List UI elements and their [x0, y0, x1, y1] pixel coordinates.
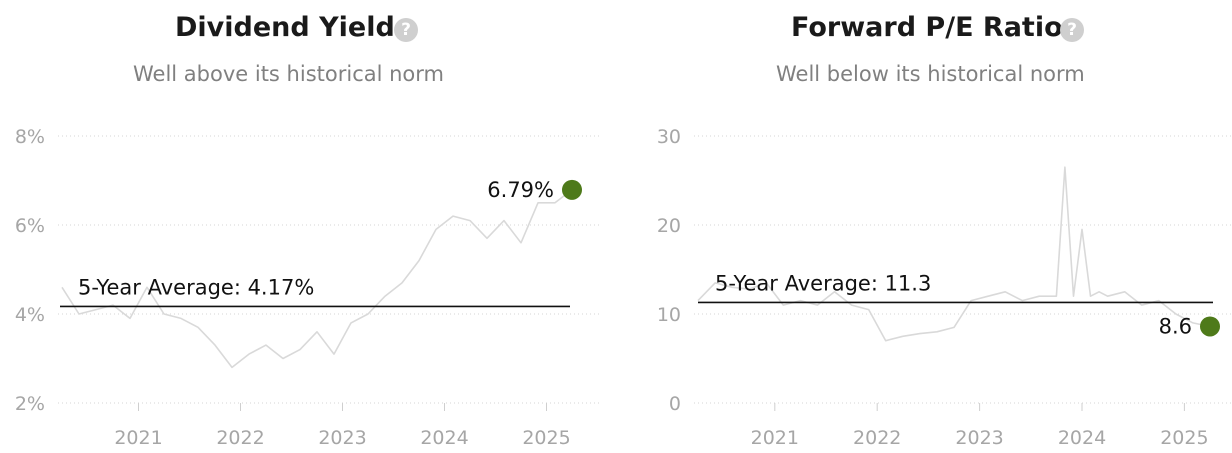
x-tick-label: 2024 — [420, 427, 468, 449]
y-tick-label: 10 — [657, 304, 681, 326]
dividend-yield-panel: Dividend Yield ? Well above its historic… — [15, 12, 602, 449]
dividend-yield-plot: 2% 4% 6% 8% 2021 2022 2023 2024 2025 5-Year Avera… — [15, 126, 602, 449]
current-value-marker — [1200, 316, 1220, 337]
x-tick-label: 2023 — [955, 427, 1003, 449]
x-tick-label: 2021 — [751, 427, 799, 449]
current-value-label: 6.79% — [487, 178, 554, 202]
y-tick-label: 30 — [657, 126, 681, 148]
x-tick-label: 2022 — [216, 427, 264, 449]
y-tick-label: 4% — [15, 304, 45, 326]
x-tick-label: 2025 — [1160, 427, 1208, 449]
x-tick-label: 2025 — [522, 427, 570, 449]
current-value-label: 8.6 — [1159, 314, 1192, 338]
chart-title: Dividend Yield — [175, 12, 395, 43]
forward-pe-panel: Forward P/E Ratio ? Well below its histo… — [616, 0, 1232, 453]
y-tick-label: 20 — [657, 215, 681, 237]
average-label: 5-Year Average: 11.3 — [715, 271, 931, 295]
forward-pe-plot: 0 10 20 30 2021 2022 2023 2024 2025 5-Year Averag… — [657, 126, 1232, 449]
x-tick-label: 2022 — [853, 427, 901, 449]
series-line — [697, 166, 1211, 342]
chart-title: Forward P/E Ratio — [791, 12, 1063, 43]
average-label: 5-Year Average: 4.17% — [78, 275, 314, 299]
help-icon[interactable]: ? — [1060, 18, 1084, 42]
series-line — [61, 189, 573, 369]
y-tick-label: 8% — [15, 126, 45, 148]
chart-subtitle: Well above its historical norm — [133, 62, 444, 86]
x-tick-label: 2023 — [318, 427, 366, 449]
x-tick-label: 2024 — [1058, 427, 1106, 449]
y-tick-label: 6% — [15, 215, 45, 237]
y-tick-label: 2% — [15, 393, 45, 415]
chart-subtitle: Well below its historical norm — [776, 62, 1085, 86]
y-tick-label: 0 — [669, 393, 681, 415]
help-icon[interactable]: ? — [394, 18, 418, 42]
current-value-marker — [562, 179, 582, 200]
x-tick-label: 2021 — [114, 427, 162, 449]
